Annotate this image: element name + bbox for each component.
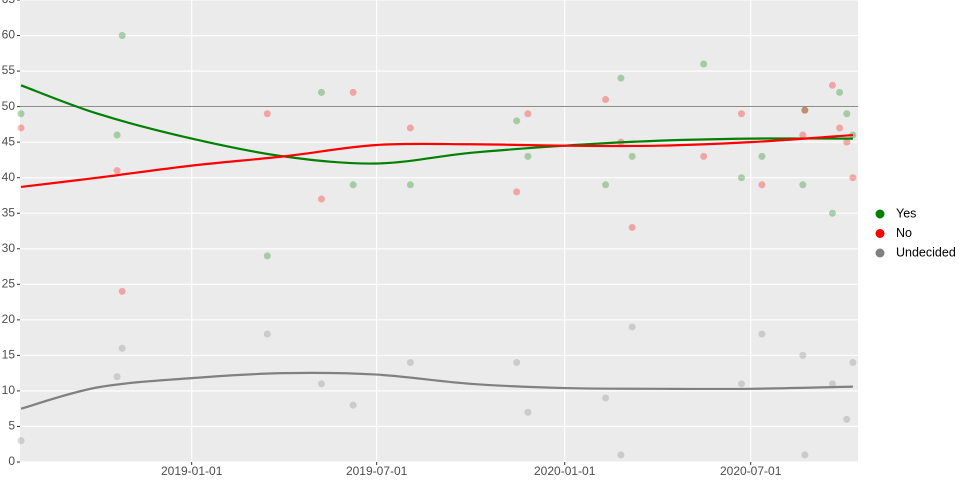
point [17, 124, 25, 132]
point [843, 110, 851, 118]
point [700, 60, 708, 68]
point [406, 181, 414, 189]
point [836, 124, 844, 132]
point [524, 408, 532, 416]
point [513, 358, 521, 366]
legend-key [875, 248, 885, 258]
trend-line [20, 133, 853, 189]
point [317, 195, 325, 203]
y-tick-label: 20 [2, 312, 16, 326]
point [737, 380, 745, 388]
point [617, 451, 625, 459]
point [118, 344, 126, 352]
point [113, 131, 121, 139]
point [602, 394, 610, 402]
point [849, 174, 857, 182]
point [113, 373, 121, 381]
y-tick-label: 0 [8, 454, 15, 468]
point [513, 188, 521, 196]
point [849, 358, 857, 366]
y-tick-label: 5 [8, 419, 15, 433]
point [799, 181, 807, 189]
y-tick-label: 60 [2, 28, 16, 42]
point [317, 88, 325, 96]
legend-key [875, 229, 885, 238]
point [406, 124, 414, 132]
point [118, 287, 126, 295]
point [628, 223, 636, 231]
legend-label: Undecided [896, 245, 956, 259]
plot-panel [20, 0, 858, 462]
point [349, 88, 357, 96]
point [700, 152, 708, 160]
point [263, 330, 271, 338]
trend-line [20, 84, 853, 165]
y-tick-label: 15 [2, 348, 16, 362]
y-tick-label: 25 [2, 276, 16, 290]
legend-key [875, 209, 885, 219]
y-tick-label: 40 [2, 170, 16, 184]
point [801, 106, 809, 114]
point [349, 181, 357, 189]
point [602, 96, 610, 104]
point [801, 106, 809, 114]
point [758, 181, 766, 189]
point [406, 358, 414, 366]
point [17, 437, 25, 445]
y-tick-label: 55 [2, 63, 16, 77]
y-tick-label: 50 [2, 99, 16, 113]
point [799, 131, 807, 139]
point [524, 110, 532, 118]
point [617, 74, 625, 82]
point [828, 380, 836, 388]
x-tick-label: 2020-07-01 [720, 464, 782, 478]
point [628, 152, 636, 160]
y-tick-label: 30 [2, 241, 16, 255]
legend-label: Yes [896, 206, 916, 220]
legend-label: No [896, 226, 912, 240]
point [799, 351, 807, 359]
point [758, 330, 766, 338]
point [828, 81, 836, 89]
point [737, 174, 745, 182]
x-tick-label: 2019-01-01 [161, 464, 223, 478]
y-tick-label: 35 [2, 205, 16, 219]
point [628, 323, 636, 331]
x-tick-label: 2020-01-01 [534, 464, 596, 478]
point [263, 252, 271, 260]
point [349, 401, 357, 409]
point [317, 380, 325, 388]
trend-line [20, 371, 853, 410]
point [836, 88, 844, 96]
y-tick-label: 45 [2, 134, 16, 148]
point [737, 110, 745, 118]
point [828, 209, 836, 217]
point [801, 451, 809, 459]
point [263, 110, 271, 118]
point [843, 415, 851, 423]
point [524, 152, 532, 160]
y-tick-label: 65 [2, 0, 16, 6]
point [17, 110, 25, 118]
point [602, 181, 610, 189]
point [118, 32, 126, 40]
point [113, 167, 121, 175]
y-tick-label: 10 [2, 383, 16, 397]
point [513, 117, 521, 125]
point [843, 138, 851, 146]
x-tick-label: 2019-07-01 [346, 464, 408, 478]
point [758, 152, 766, 160]
